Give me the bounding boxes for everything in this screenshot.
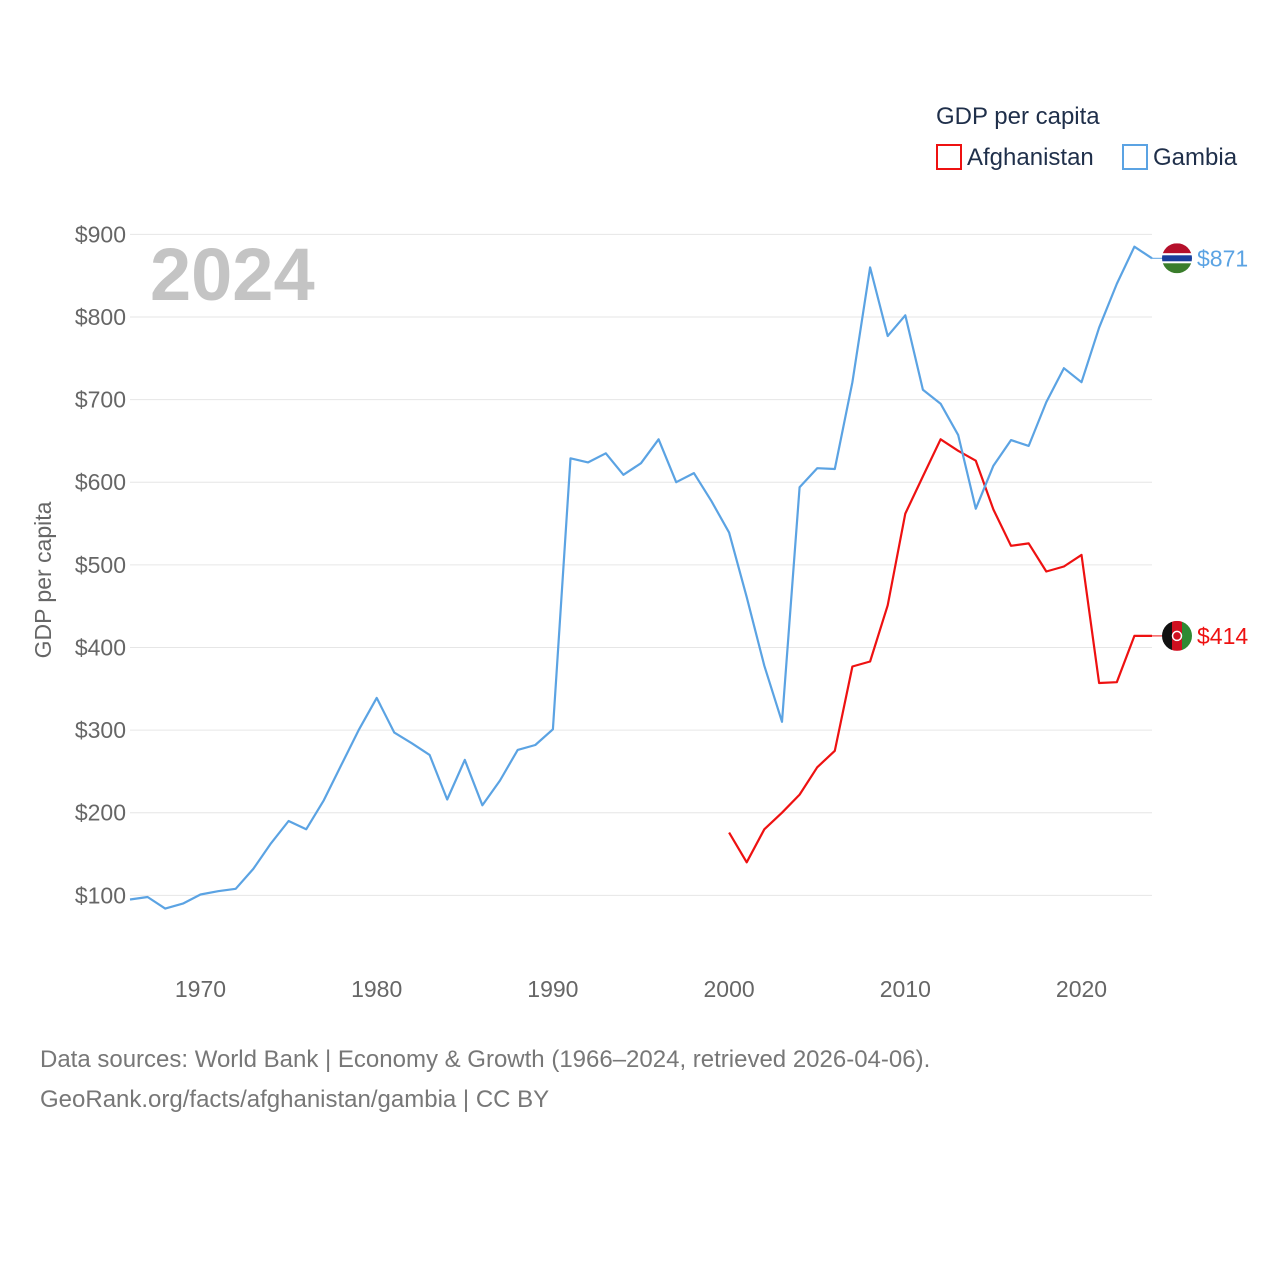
y-tick-label: $700	[75, 387, 126, 413]
end-value-label: $871	[1197, 245, 1248, 271]
legend-label-gambia[interactable]: Gambia	[1153, 144, 1238, 171]
legend: GDP per capita Afghanistan Gambia	[936, 103, 1238, 171]
series-lines	[129, 245, 1153, 910]
footer-sources: Data sources: World Bank | Economy & Gro…	[40, 1046, 931, 1073]
y-tick-label: $200	[75, 800, 126, 826]
y-tick-label: $500	[75, 552, 126, 578]
x-axis: 1970 1980 1990 2000 2010 2020	[175, 976, 1107, 1002]
year-label: 2024	[150, 233, 315, 316]
y-axis-title: GDP per capita	[30, 501, 56, 658]
x-tick-label: 1970	[175, 976, 226, 1002]
y-tick-label: $100	[75, 882, 126, 908]
legend-title: GDP per capita	[936, 103, 1100, 130]
series-line-afghanistan	[728, 438, 1152, 864]
end-marker-gambia: $871	[1152, 243, 1248, 274]
y-tick-label: $300	[75, 717, 126, 743]
footer: Data sources: World Bank | Economy & Gro…	[40, 1040, 930, 1120]
chart: $100 $200 $300 $400 $500 $600 $700 $800 $900 197…	[30, 103, 1248, 1002]
x-tick-label: 1990	[527, 976, 578, 1002]
x-tick-label: 1980	[351, 976, 402, 1002]
x-tick-label: 2020	[1056, 976, 1107, 1002]
afghanistan-flag-icon	[1162, 620, 1192, 651]
gambia-flag-icon	[1162, 243, 1192, 274]
x-tick-label: 2010	[880, 976, 931, 1002]
legend-label-afghanistan[interactable]: Afghanistan	[967, 144, 1094, 171]
y-tick-label: $900	[75, 221, 126, 247]
y-tick-label: $600	[75, 469, 126, 495]
end-markers: $414 $871	[1152, 243, 1248, 651]
legend-swatch-afghanistan[interactable]	[936, 144, 962, 170]
grid	[130, 233, 1152, 896]
x-tick-label: 2000	[704, 976, 755, 1002]
series-line-gambia	[129, 245, 1153, 910]
footer-link[interactable]: GeoRank.org/facts/afghanistan/gambia | C…	[40, 1086, 550, 1113]
y-axis: $100 $200 $300 $400 $500 $600 $700 $800 $900	[75, 221, 126, 908]
y-tick-label: $800	[75, 304, 126, 330]
end-value-label: $414	[1197, 623, 1248, 649]
legend-swatch-gambia[interactable]	[1122, 144, 1148, 170]
end-marker-afghanistan: $414	[1152, 620, 1248, 651]
y-tick-label: $400	[75, 634, 126, 660]
